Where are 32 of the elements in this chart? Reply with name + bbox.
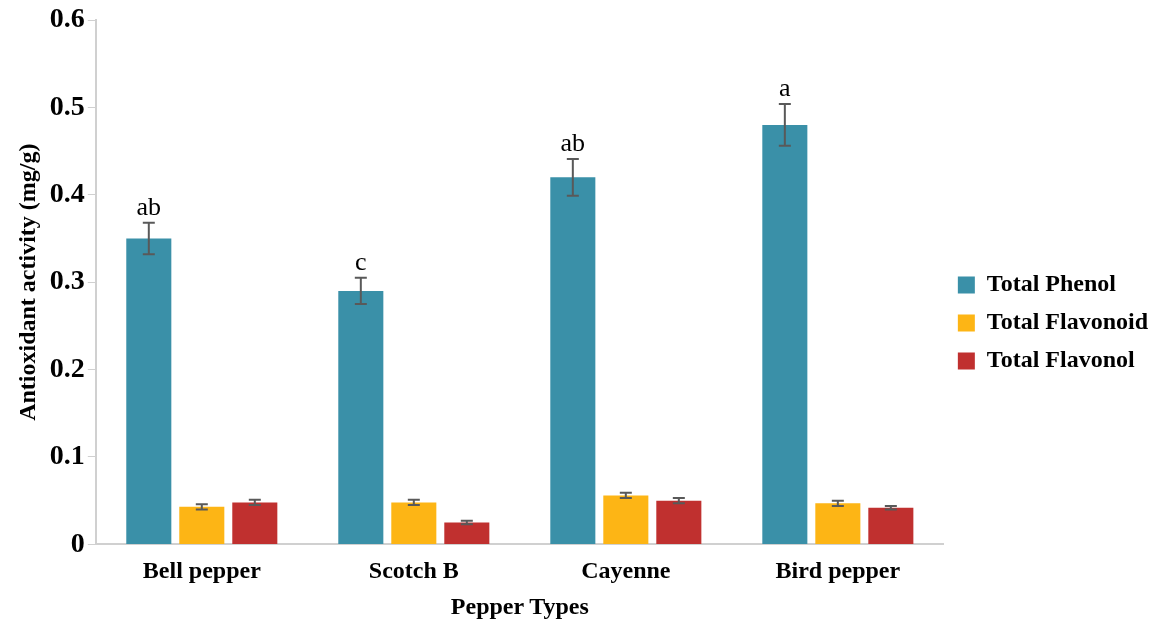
y-tick-label: 0.2 xyxy=(49,351,85,383)
annotation: ab xyxy=(136,191,162,221)
annotation: c xyxy=(355,246,367,276)
bar xyxy=(232,502,278,544)
bar xyxy=(338,290,384,544)
bar xyxy=(550,177,596,544)
bar xyxy=(444,522,490,544)
y-tick-label: 0.1 xyxy=(49,439,85,471)
bar xyxy=(126,238,172,544)
bar xyxy=(868,507,914,544)
bar xyxy=(391,502,437,544)
y-axis-title: Antioxidant activity (mg/g) xyxy=(13,143,40,421)
bar xyxy=(815,503,861,544)
x-tick-label: Scotch B xyxy=(368,557,459,583)
legend-label: Total Phenol xyxy=(986,270,1117,297)
bar xyxy=(603,495,649,544)
legend-label: Total Flavonoid xyxy=(986,308,1149,335)
y-tick-label: 0.5 xyxy=(49,89,85,121)
annotation: a xyxy=(779,72,792,102)
annotation: ab xyxy=(560,127,586,157)
legend-label: Total Flavonol xyxy=(986,346,1135,373)
bar xyxy=(762,124,808,544)
y-tick-label: 0 xyxy=(70,526,85,558)
x-axis-title: Pepper Types xyxy=(450,592,589,619)
x-tick-label: Cayenne xyxy=(581,557,671,583)
x-tick-label: Bird pepper xyxy=(775,557,901,583)
y-tick-label: 0.6 xyxy=(49,2,85,34)
y-tick-label: 0.3 xyxy=(49,264,85,296)
bar xyxy=(656,500,702,544)
y-tick-label: 0.4 xyxy=(49,177,85,209)
x-tick-label: Bell pepper xyxy=(142,557,262,583)
bar xyxy=(179,506,225,544)
